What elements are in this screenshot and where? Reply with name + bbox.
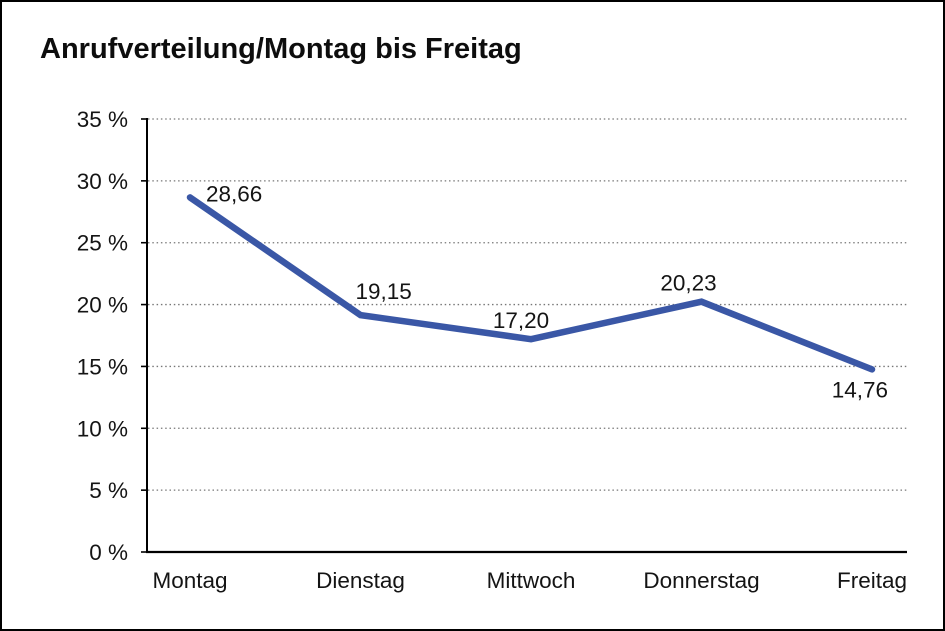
y-tick-label: 0 % [89, 540, 128, 565]
y-tick-label: 25 % [77, 231, 128, 256]
chart-title: Anrufverteilung/Montag bis Freitag [40, 33, 522, 65]
y-tick-label: 10 % [77, 416, 128, 441]
x-tick-label: Montag [152, 568, 227, 593]
x-tick-label: Freitag [837, 568, 907, 593]
x-tick-label: Mittwoch [487, 568, 576, 593]
x-tick-label: Dienstag [316, 568, 405, 593]
y-tick-label: 20 % [77, 293, 128, 318]
series-line [186, 194, 876, 373]
x-tick-label: Donnerstag [643, 568, 759, 593]
data-point-label: 20,23 [660, 271, 716, 296]
y-tick-label: 5 % [89, 478, 128, 503]
data-point-label: 19,15 [356, 279, 412, 304]
data-point-label: 28,66 [206, 181, 262, 206]
data-point-label: 14,76 [832, 377, 888, 402]
y-tick-label: 15 % [77, 354, 128, 379]
y-tick-label: 30 % [77, 169, 128, 194]
y-tick-label: 35 % [77, 107, 128, 132]
data-point-label: 17,20 [493, 308, 549, 333]
